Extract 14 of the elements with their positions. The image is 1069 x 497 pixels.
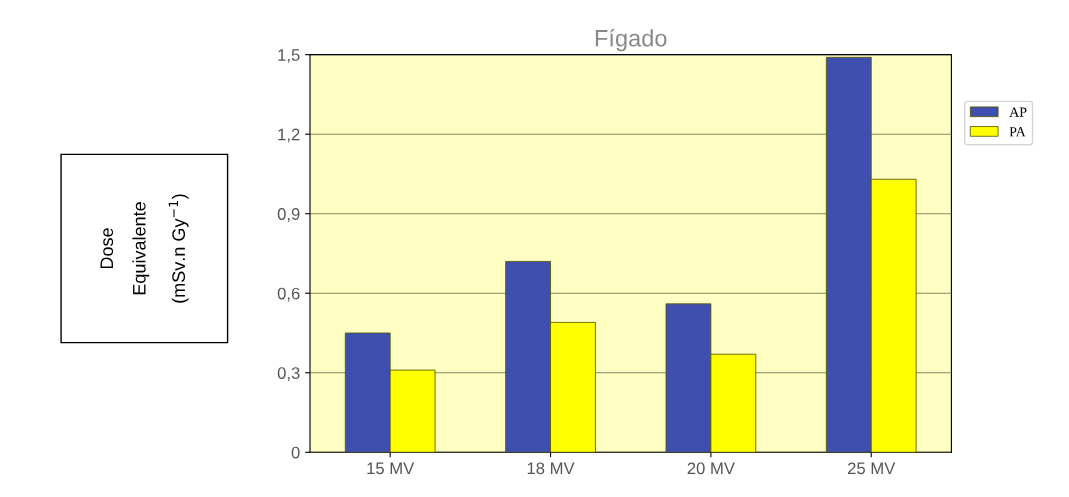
y-tick-label: 0 <box>291 446 300 459</box>
x-tick-label: 25 MV <box>847 462 896 475</box>
y-tick-label: 0,6 <box>277 287 300 302</box>
y-tick-label: 1,2 <box>278 128 300 143</box>
chart-title: Fígado <box>595 28 667 52</box>
y-tick-label: 1,5 <box>278 49 300 63</box>
legend-label: PA <box>1009 127 1026 137</box>
legend-label: AP <box>1009 107 1027 117</box>
x-tick-label: 15 MV <box>367 462 415 475</box>
text: Dose Equivalente (mSv.n Gy$^{−1}$) <box>100 194 189 303</box>
y-tick-label: 0,3 <box>277 367 300 381</box>
y-tick-label: 0,9 <box>277 208 300 222</box>
x-tick-label: 20 MV <box>687 462 735 475</box>
x-tick-label: 18 MV <box>527 462 575 475</box>
